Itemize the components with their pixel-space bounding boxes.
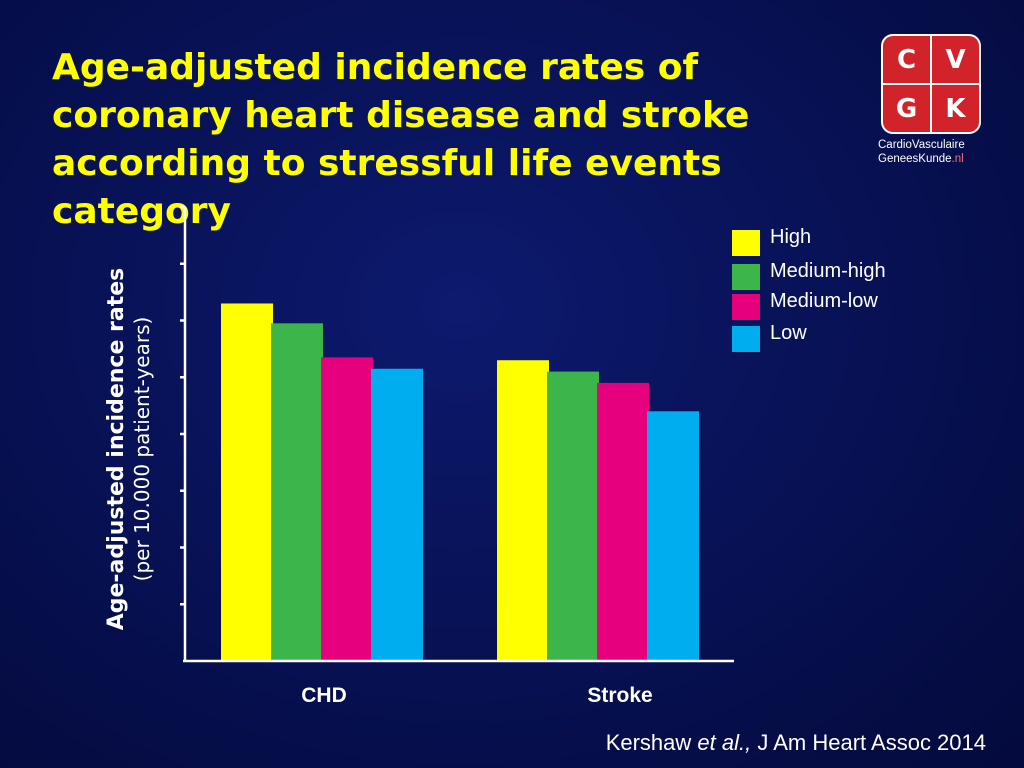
citation: Kershaw et al., J Am Heart Assoc 2014 — [606, 730, 986, 756]
y-axis-label: Age-adjusted incidence rates (per 10.000… — [104, 234, 164, 664]
bar-stroke-low — [647, 411, 699, 661]
legend-label-high: High — [770, 226, 812, 248]
title-line-4: category — [52, 191, 231, 232]
logo-text-main: GeneesKunde — [878, 153, 952, 165]
logo-text-suffix: .nl — [951, 153, 964, 165]
logo-letter-k: K — [932, 85, 979, 132]
bar-stroke-medium-high — [547, 371, 599, 661]
logo-letter-v: V — [932, 36, 979, 83]
title-line-3: according to stressful life events — [52, 143, 722, 184]
bar-chd-medium-high — [271, 323, 323, 661]
bar-stroke-high — [497, 360, 549, 661]
bars-layer — [221, 303, 699, 661]
legend-swatch-medium-high — [732, 264, 760, 290]
logo-text: CardioVasculaire GeneesKunde.nl — [878, 138, 988, 166]
legend-label-medium-high: Medium-high — [770, 260, 886, 282]
title-line-2: coronary heart disease and stroke — [52, 95, 750, 136]
y-axis-label-main: Age-adjusted incidence rates — [104, 267, 129, 631]
logo-text-line-1: CardioVasculaire — [878, 139, 965, 151]
legend-swatch-high — [732, 230, 760, 256]
slide-title: Age-adjusted incidence rates of coronary… — [52, 44, 852, 236]
bar-chd-high — [221, 303, 273, 661]
title-line-1: Age-adjusted incidence rates of — [52, 47, 699, 88]
citation-journal: J Am Heart Assoc 2014 — [751, 730, 986, 755]
logo-letter-g: G — [883, 85, 930, 132]
x-category-label-stroke: Stroke — [587, 684, 653, 707]
citation-author: Kershaw — [605, 730, 698, 755]
logo-text-line-2: GeneesKunde.nl — [878, 152, 988, 166]
y-axis-label-sub: (per 10.000 patient-years) — [130, 316, 154, 582]
logo-letter-c: C — [883, 36, 930, 83]
bar-chd-low — [371, 368, 423, 661]
citation-etal: et al., — [697, 730, 752, 755]
cvgk-logo: C V G K CardioVasculaire GeneesKunde.nl — [878, 32, 984, 168]
legend-label-medium-low: Medium-low — [770, 290, 878, 312]
x-category-label-chd: CHD — [301, 684, 347, 707]
legend-label-low: Low — [770, 322, 807, 344]
axes-layer — [180, 205, 734, 663]
bar-stroke-medium-low — [597, 382, 649, 661]
bar-chd-medium-low — [321, 357, 373, 661]
logo-grid: C V G K — [881, 34, 981, 134]
legend-swatch-low — [732, 326, 760, 352]
legend-swatch-medium-low — [732, 294, 760, 320]
